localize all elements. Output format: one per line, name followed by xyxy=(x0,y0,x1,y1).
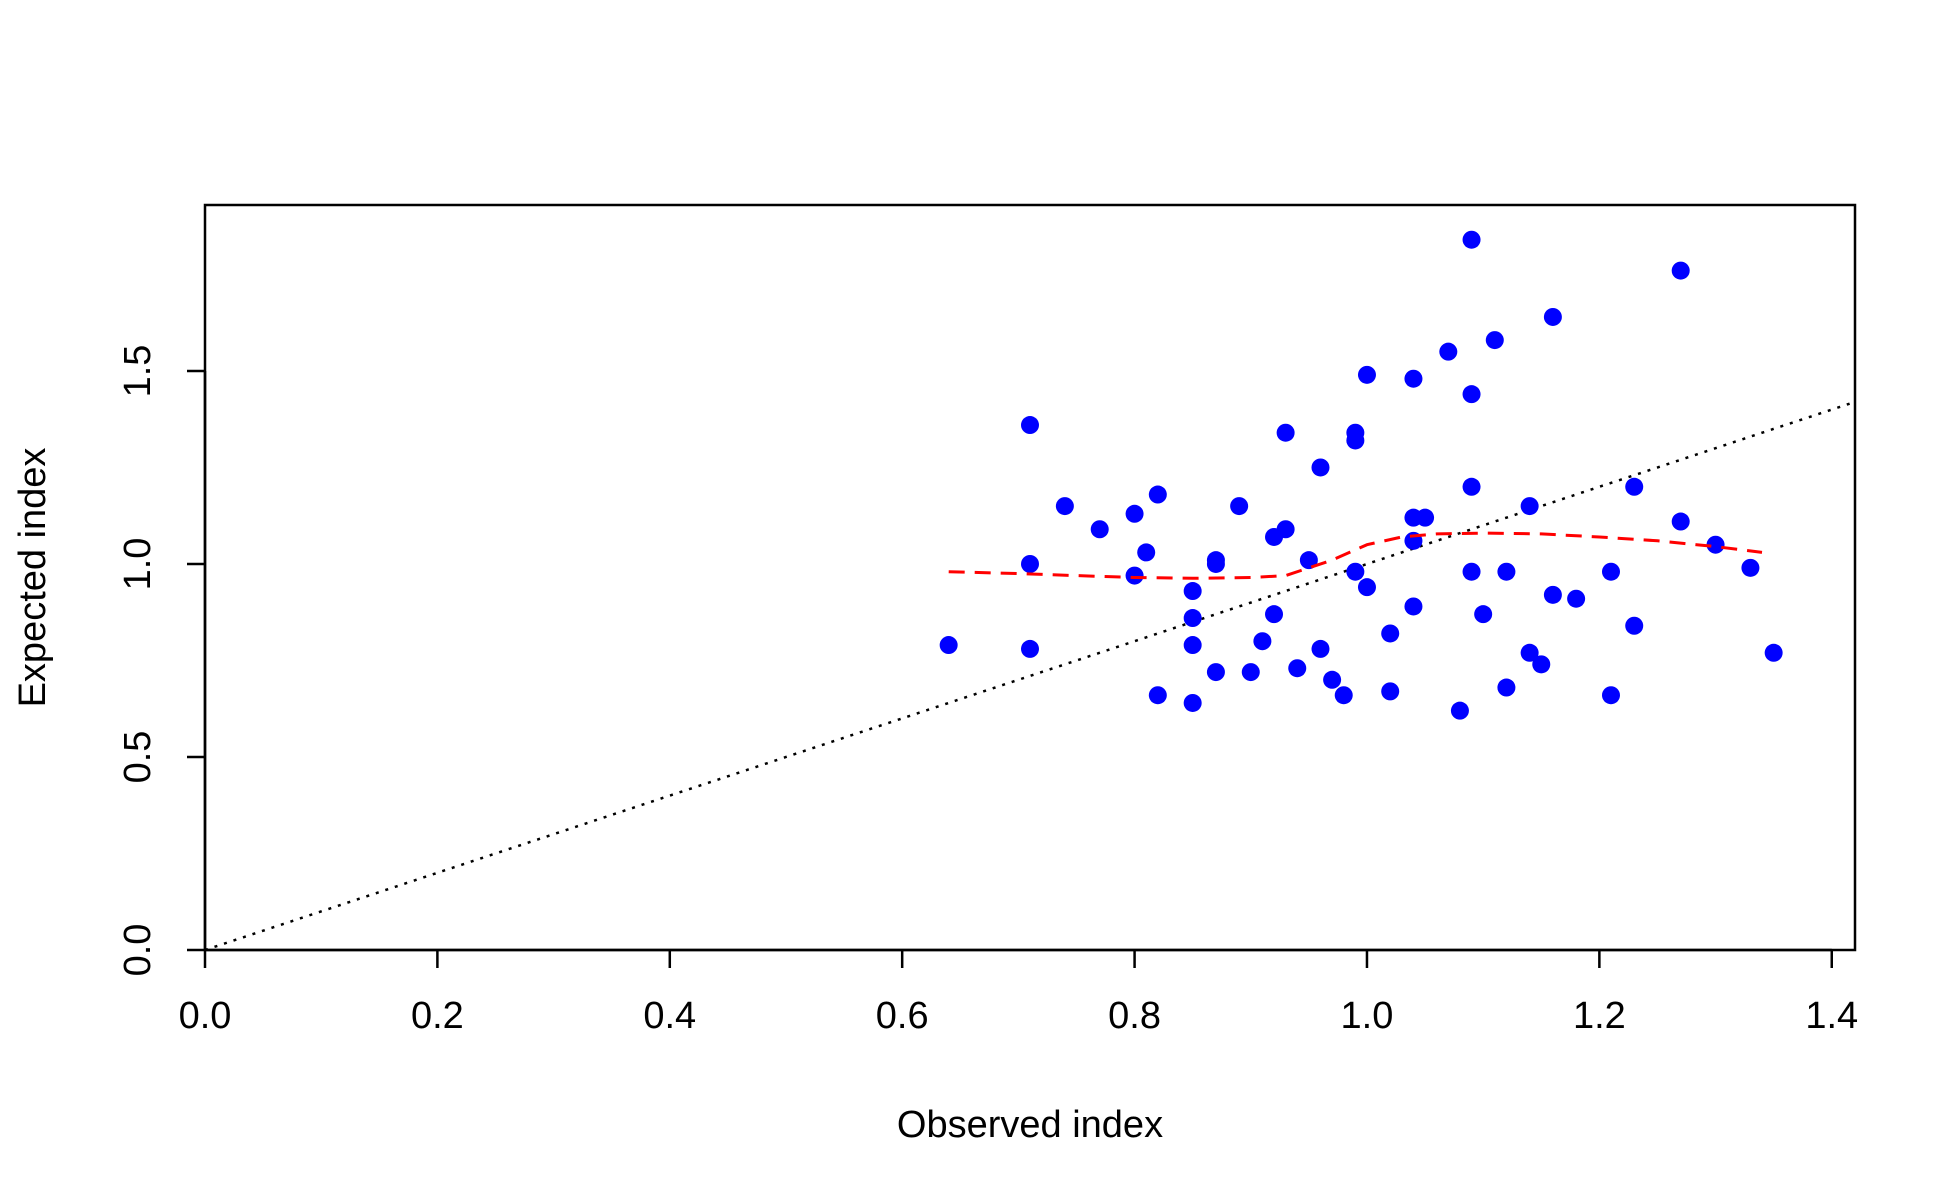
data-point xyxy=(1404,597,1423,616)
y-tick-label: 1.0 xyxy=(117,538,159,591)
data-point xyxy=(1381,624,1400,643)
data-point xyxy=(1625,616,1644,635)
data-point xyxy=(1021,416,1039,435)
data-point xyxy=(1462,385,1481,404)
data-point xyxy=(1206,554,1225,573)
data-point xyxy=(1148,686,1167,705)
data-point xyxy=(1311,639,1330,658)
data-point xyxy=(1125,504,1144,523)
data-point xyxy=(1532,655,1551,674)
data-point xyxy=(1265,605,1284,624)
data-point xyxy=(1125,566,1144,585)
data-point xyxy=(1230,497,1249,516)
data-point xyxy=(1671,261,1690,280)
data-point xyxy=(1183,582,1202,601)
data-point xyxy=(1323,670,1342,689)
data-point xyxy=(1764,643,1783,662)
data-point xyxy=(1276,423,1295,442)
data-point xyxy=(1276,520,1295,539)
x-tick-label: 0.2 xyxy=(411,995,464,1037)
data-point xyxy=(1183,609,1202,628)
data-point xyxy=(1055,497,1074,516)
data-point xyxy=(1021,554,1039,573)
data-point xyxy=(1288,659,1307,678)
data-point xyxy=(1497,562,1516,581)
x-tick-label: 0.6 xyxy=(876,995,929,1037)
data-point xyxy=(1625,477,1644,496)
x-axis: 0.0 0.2 0.4 0.6 0.8 1.0 1.2 1.4 xyxy=(179,948,1858,1037)
x-tick-label: 0.4 xyxy=(643,995,696,1037)
data-point xyxy=(1439,342,1458,361)
data-point xyxy=(1462,230,1481,249)
data-point xyxy=(1311,458,1330,477)
x-tick-label: 1.2 xyxy=(1573,995,1626,1037)
y-axis-label: Expected index xyxy=(12,448,54,708)
x-axis-label: Observed index xyxy=(897,1104,1163,1146)
data-point xyxy=(1601,686,1620,705)
x-tick-label: 0.8 xyxy=(1108,995,1161,1037)
data-point xyxy=(1706,535,1725,554)
data-point xyxy=(1520,497,1539,516)
data-point xyxy=(1299,551,1318,570)
reference-line xyxy=(204,400,1856,952)
data-point xyxy=(1381,682,1400,701)
data-point xyxy=(1183,693,1202,712)
data-point xyxy=(1567,589,1586,608)
data-point xyxy=(1543,585,1562,604)
data-point xyxy=(1241,663,1260,682)
y-tick-label: 0.5 xyxy=(117,731,159,784)
data-point xyxy=(1601,562,1620,581)
data-point xyxy=(1485,331,1504,350)
data-point xyxy=(1206,663,1225,682)
data-point xyxy=(1253,632,1272,651)
data-point xyxy=(1148,485,1167,504)
data-point xyxy=(1416,508,1435,527)
x-tick-label: 1.0 xyxy=(1341,995,1394,1037)
data-point xyxy=(1450,701,1469,720)
data-point xyxy=(1462,562,1481,581)
plot-layer xyxy=(204,230,1856,952)
data-point xyxy=(1543,307,1562,326)
data-point xyxy=(1741,558,1760,577)
data-point xyxy=(1497,678,1516,697)
smooth-line xyxy=(948,531,1763,580)
data-point xyxy=(1520,643,1539,662)
data-point xyxy=(1183,636,1202,655)
data-point xyxy=(1137,543,1156,562)
data-point xyxy=(1346,562,1365,581)
y-tick-label: 1.5 xyxy=(117,345,159,398)
y-tick-label: 0.0 xyxy=(117,924,159,977)
data-point xyxy=(1346,431,1365,450)
y-axis: 0.0 0.5 1.0 1.5 xyxy=(117,345,207,977)
x-tick-label: 1.4 xyxy=(1805,995,1858,1037)
data-point xyxy=(1404,369,1423,388)
data-point xyxy=(939,636,958,655)
data-point xyxy=(1474,605,1493,624)
data-point xyxy=(1671,512,1690,531)
data-point xyxy=(1357,578,1376,597)
data-point xyxy=(1462,477,1481,496)
data-point xyxy=(1334,686,1353,705)
data-point xyxy=(1357,365,1376,384)
x-tick-label: 0.0 xyxy=(179,995,232,1037)
data-point xyxy=(1021,639,1039,658)
data-point xyxy=(1090,520,1109,539)
